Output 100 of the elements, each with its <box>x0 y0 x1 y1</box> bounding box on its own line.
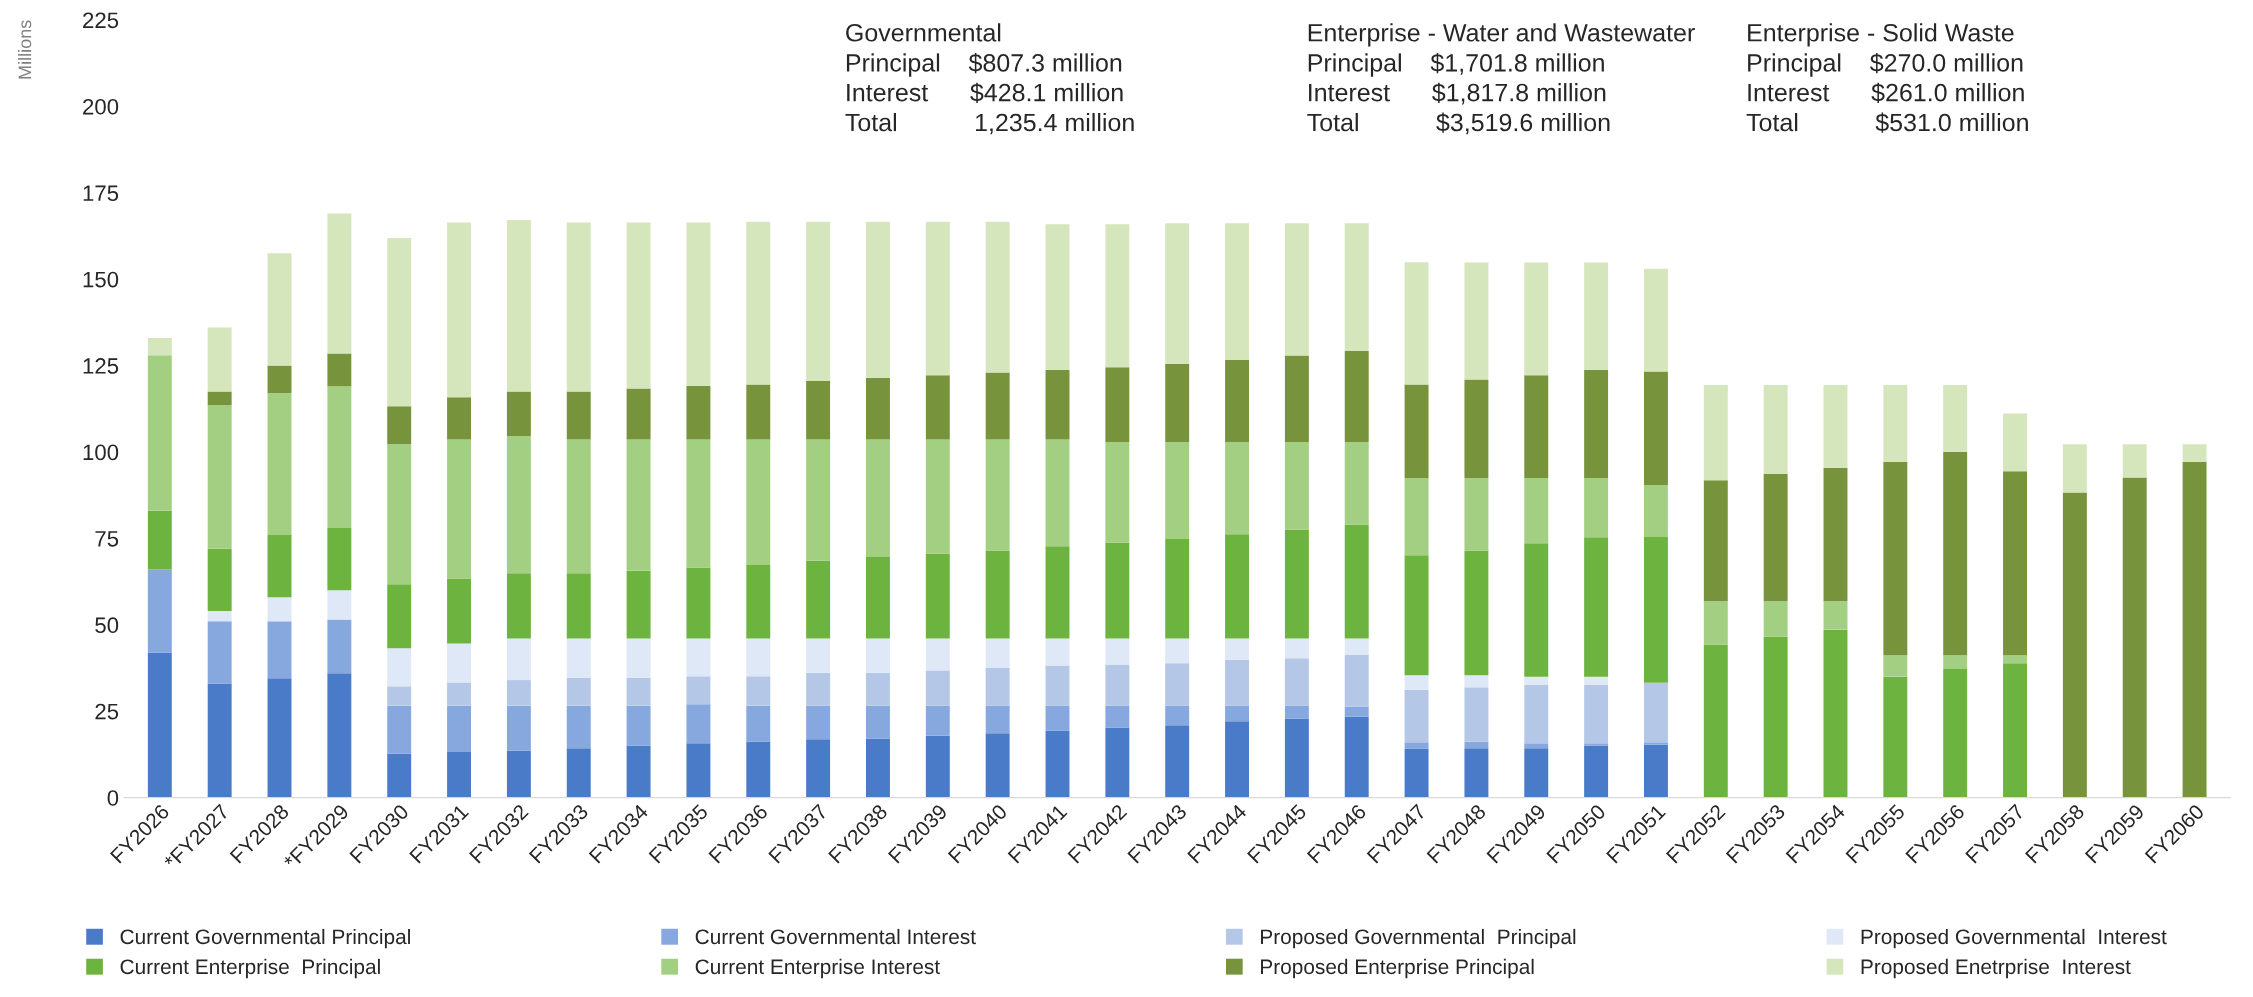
bar <box>1045 638 1070 666</box>
bar <box>1105 727 1130 798</box>
bar <box>1524 477 1549 544</box>
bar <box>267 621 292 679</box>
bar <box>746 638 771 677</box>
bar <box>1344 351 1369 442</box>
bar <box>1524 676 1549 685</box>
bar <box>1344 524 1369 639</box>
bar <box>1105 542 1130 639</box>
bar <box>1284 638 1309 659</box>
bar <box>1643 682 1668 743</box>
bar <box>1404 478 1429 556</box>
bar <box>1524 375 1549 478</box>
y-tick-label: 75 <box>95 531 119 547</box>
bar <box>626 677 651 706</box>
bar <box>1823 384 1848 468</box>
bar <box>1344 716 1369 798</box>
bar <box>1045 665 1070 706</box>
bar <box>207 548 232 611</box>
bar <box>2003 413 2027 472</box>
bar <box>506 220 531 392</box>
bar <box>806 672 831 706</box>
bar <box>1763 384 1788 475</box>
bar <box>506 680 531 706</box>
bar <box>147 569 172 653</box>
bar <box>985 638 1010 668</box>
bar <box>1105 224 1130 368</box>
bar <box>1703 480 1728 602</box>
y-tick-label: 100 <box>83 444 119 461</box>
bar <box>866 557 890 639</box>
bar <box>566 222 591 392</box>
bar <box>1584 676 1609 685</box>
bar <box>387 444 412 585</box>
bar <box>1225 441 1250 535</box>
bar <box>447 439 472 579</box>
bar <box>746 439 771 565</box>
bar <box>2182 461 2207 798</box>
bar <box>925 375 950 440</box>
bar <box>267 678 292 798</box>
bar <box>267 534 292 598</box>
y-tick-label: 125 <box>83 358 119 374</box>
bar <box>2182 444 2207 462</box>
bar <box>566 391 591 440</box>
legend-label: Proposed Enterprise Principal <box>1261 958 1534 979</box>
bar <box>985 221 1010 373</box>
bar <box>267 393 292 535</box>
bar <box>686 704 711 744</box>
bar <box>866 705 890 739</box>
bar <box>985 550 1010 639</box>
annotation: Interest $261.0 million <box>1748 82 2024 103</box>
bar <box>447 682 472 706</box>
bar <box>1643 268 1668 372</box>
bar <box>207 391 232 406</box>
bar <box>1943 655 1968 670</box>
bar <box>806 439 831 561</box>
bar <box>806 739 831 798</box>
bar <box>147 355 172 511</box>
bar <box>1584 537 1609 677</box>
bar <box>506 436 531 574</box>
bar <box>147 510 172 570</box>
bar <box>327 619 352 674</box>
annotation: Principal $1,701.8 million <box>1308 52 1604 77</box>
bar <box>2003 655 2027 664</box>
bar <box>1404 748 1429 798</box>
bar <box>746 676 771 706</box>
bar <box>1823 601 1848 630</box>
bar <box>1225 359 1250 442</box>
bar <box>1703 384 1728 481</box>
bar <box>1524 543 1549 677</box>
bar <box>1643 485 1668 537</box>
bar <box>925 670 950 706</box>
bar <box>985 733 1010 798</box>
bar <box>1404 555 1429 676</box>
bar <box>2122 444 2147 478</box>
bar <box>1284 705 1309 719</box>
bar <box>1883 655 1908 677</box>
bar <box>387 705 412 754</box>
bar <box>1763 601 1788 637</box>
bar <box>566 573 591 639</box>
bar <box>1943 451 1968 656</box>
bar <box>746 221 771 385</box>
bar <box>1105 367 1130 442</box>
bar <box>566 439 591 574</box>
bar <box>1344 223 1369 352</box>
bar <box>686 676 711 705</box>
bar <box>626 745 651 798</box>
bar <box>1883 461 1908 656</box>
bar <box>1643 742 1668 745</box>
bar <box>566 705 591 749</box>
bar <box>1284 658 1309 706</box>
bar <box>207 405 232 549</box>
bar <box>925 735 950 798</box>
bar <box>1165 223 1190 364</box>
bar <box>147 337 172 356</box>
bar <box>1105 705 1130 728</box>
bar <box>1464 748 1489 798</box>
bar <box>1165 725 1190 798</box>
bar <box>327 386 352 529</box>
bar <box>1165 705 1190 726</box>
annotation: Interest $428.1 million <box>847 82 1123 103</box>
